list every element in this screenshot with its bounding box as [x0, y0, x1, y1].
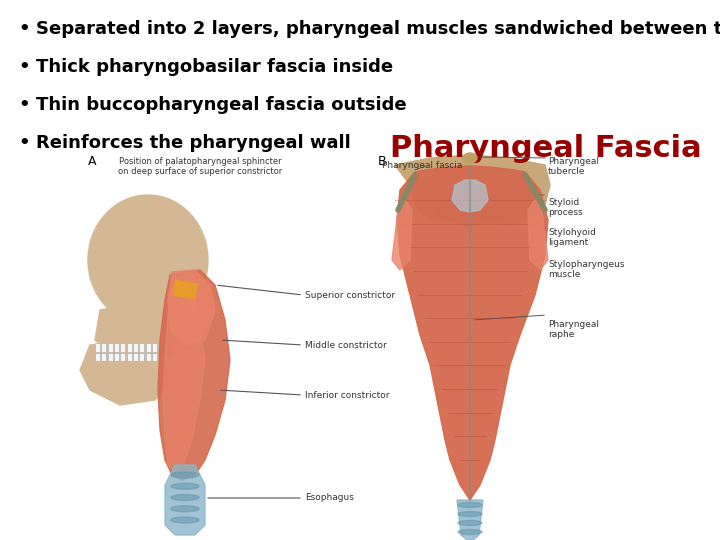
- Ellipse shape: [88, 195, 208, 325]
- Ellipse shape: [475, 205, 505, 223]
- Ellipse shape: [458, 530, 482, 535]
- Bar: [140, 343, 144, 352]
- Text: B: B: [378, 155, 387, 168]
- Polygon shape: [452, 180, 488, 212]
- Ellipse shape: [458, 511, 482, 516]
- Polygon shape: [168, 270, 215, 345]
- Ellipse shape: [171, 483, 199, 489]
- Bar: [102, 343, 107, 352]
- Bar: [120, 343, 125, 352]
- Ellipse shape: [171, 506, 199, 512]
- Text: Stylohyoid
ligament: Stylohyoid ligament: [548, 228, 596, 247]
- Text: •: •: [18, 20, 30, 38]
- Text: •: •: [18, 96, 30, 114]
- Bar: [145, 343, 150, 352]
- Text: Pharyngeal
tubercle: Pharyngeal tubercle: [548, 157, 599, 177]
- Bar: [102, 353, 107, 361]
- Ellipse shape: [435, 201, 465, 219]
- Bar: [152, 353, 157, 361]
- Ellipse shape: [458, 521, 482, 525]
- Ellipse shape: [130, 235, 190, 325]
- Polygon shape: [165, 465, 205, 535]
- Polygon shape: [528, 200, 548, 270]
- Bar: [140, 353, 144, 361]
- Ellipse shape: [177, 310, 189, 320]
- Ellipse shape: [458, 503, 482, 508]
- Bar: [133, 353, 138, 361]
- Ellipse shape: [171, 517, 199, 523]
- Bar: [108, 353, 112, 361]
- Bar: [133, 343, 138, 352]
- Bar: [114, 353, 119, 361]
- Text: Reinforces the pharyngeal wall: Reinforces the pharyngeal wall: [36, 134, 351, 152]
- Bar: [145, 353, 150, 361]
- Text: Thick pharyngobasilar fascia inside: Thick pharyngobasilar fascia inside: [36, 58, 393, 76]
- Text: Pharyngeal Fascia: Pharyngeal Fascia: [390, 134, 701, 163]
- Bar: [95, 353, 100, 361]
- Text: Pharyngeal
raphe: Pharyngeal raphe: [548, 320, 599, 340]
- Ellipse shape: [169, 275, 181, 285]
- Polygon shape: [95, 300, 175, 365]
- Bar: [173, 280, 197, 299]
- Polygon shape: [457, 500, 483, 540]
- Text: Inferior constrictor: Inferior constrictor: [305, 390, 390, 400]
- Ellipse shape: [179, 280, 191, 290]
- Bar: [127, 353, 132, 361]
- Ellipse shape: [171, 495, 199, 501]
- Text: Superior constrictor: Superior constrictor: [305, 291, 395, 300]
- Bar: [95, 343, 100, 352]
- Bar: [152, 343, 157, 352]
- Text: Pharyngeal fascia: Pharyngeal fascia: [382, 160, 462, 170]
- Bar: [120, 353, 125, 361]
- Text: Styloid
process: Styloid process: [548, 198, 582, 218]
- Polygon shape: [397, 166, 548, 500]
- Text: Esophagus: Esophagus: [305, 494, 354, 503]
- Polygon shape: [80, 340, 168, 405]
- Text: Middle constrictor: Middle constrictor: [305, 341, 387, 349]
- Polygon shape: [395, 155, 550, 225]
- Polygon shape: [158, 270, 230, 480]
- Text: •: •: [18, 58, 30, 76]
- Polygon shape: [163, 282, 205, 470]
- Text: Separated into 2 layers, pharyngeal muscles sandwiched between them: Separated into 2 layers, pharyngeal musc…: [36, 20, 720, 38]
- Text: Position of palatopharyngeal sphincter
on deep surface of superior constrictor: Position of palatopharyngeal sphincter o…: [118, 157, 282, 177]
- Ellipse shape: [463, 153, 477, 163]
- Text: •: •: [18, 134, 30, 152]
- Text: Thin buccopharyngeal fascia outside: Thin buccopharyngeal fascia outside: [36, 96, 407, 114]
- Bar: [108, 343, 112, 352]
- Polygon shape: [392, 200, 412, 270]
- Bar: [127, 343, 132, 352]
- Bar: [114, 343, 119, 352]
- Ellipse shape: [172, 295, 184, 305]
- Ellipse shape: [171, 472, 199, 478]
- Text: A: A: [88, 155, 96, 168]
- Text: Stylopharyngeus
muscle: Stylopharyngeus muscle: [548, 260, 624, 279]
